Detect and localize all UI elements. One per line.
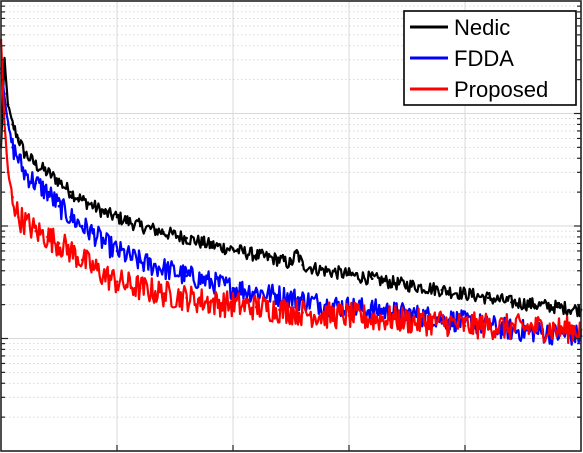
data-point-proposed [394, 317, 397, 321]
data-point-proposed [510, 326, 513, 329]
data-point-fdda [185, 274, 188, 278]
data-point-proposed [533, 326, 536, 329]
legend-entry-fdda: FDDA [410, 46, 514, 71]
data-point-nedic [556, 305, 560, 309]
data-point-nedic [6, 103, 10, 106]
data-point-proposed [208, 301, 212, 304]
data-point-fdda [138, 260, 142, 264]
data-point-nedic [17, 137, 20, 140]
legend-entry-proposed: Proposed [410, 77, 548, 102]
data-point-nedic [69, 190, 72, 194]
data-point-proposed [115, 280, 119, 284]
data-point-proposed [34, 229, 38, 233]
data-point-nedic [162, 230, 165, 234]
data-point-proposed [185, 296, 188, 300]
data-point-nedic [22, 151, 26, 154]
data-point-nedic [312, 267, 316, 270]
legend: Nedic FDDA Proposed [403, 10, 577, 106]
data-point-proposed [463, 324, 467, 328]
data-point-nedic [417, 285, 420, 288]
data-point-nedic [34, 163, 38, 167]
data-point-nedic [533, 303, 536, 306]
data-point-proposed [80, 258, 84, 262]
data-point-proposed [278, 308, 281, 312]
data-point-proposed [92, 267, 96, 270]
data-point-nedic [254, 253, 258, 257]
data-point-proposed [231, 303, 235, 306]
data-point-proposed [556, 328, 560, 331]
data-point-nedic [301, 263, 304, 267]
data-point-proposed [440, 320, 444, 324]
data-point-nedic [115, 215, 119, 219]
data-point-nedic [104, 211, 107, 215]
data-point-nedic [80, 198, 84, 202]
data-point-nedic [278, 258, 281, 262]
data-point-fdda [17, 157, 20, 160]
data-point-nedic [486, 296, 490, 300]
data-point-nedic [185, 236, 188, 240]
data-point-nedic [46, 171, 49, 174]
data-point-proposed [301, 311, 304, 314]
data-point-nedic [510, 301, 513, 304]
data-point-fdda [22, 171, 26, 174]
data-point-fdda [254, 290, 258, 294]
data-point-proposed [370, 317, 374, 321]
data-point-proposed [417, 320, 420, 324]
data-point-nedic [208, 243, 212, 247]
data-point-fdda [92, 232, 96, 236]
data-point-proposed [138, 286, 142, 290]
data-point-proposed [69, 249, 72, 253]
data-point-proposed [104, 274, 107, 278]
data-point-nedic [463, 292, 467, 296]
data-point-fdda [162, 267, 165, 270]
data-point-fdda [115, 249, 119, 253]
data-point-fdda [57, 204, 61, 208]
data-point-proposed [486, 324, 490, 328]
data-point-fdda [11, 146, 14, 149]
data-point-nedic [138, 224, 142, 228]
data-point-nedic [347, 273, 351, 276]
legend-entry-nedic: Nedic [410, 15, 510, 40]
series-line-proposed [0, 39, 583, 344]
data-point-nedic [289, 262, 293, 266]
data-point-nedic [231, 248, 235, 251]
data-point-fdda [46, 190, 49, 194]
data-point-nedic [57, 179, 61, 183]
series-line-nedic [0, 56, 583, 318]
data-point-proposed [347, 314, 351, 317]
data-point-proposed [46, 235, 49, 239]
data-point-fdda [34, 181, 38, 185]
data-point-fdda [80, 224, 84, 228]
legend-label-proposed: Proposed [454, 77, 548, 102]
data-point-nedic [11, 123, 14, 126]
data-point-proposed [17, 215, 20, 219]
data-point-proposed [22, 220, 26, 223]
data-point-fdda [278, 294, 281, 298]
data-point-fdda [208, 280, 212, 284]
data-point-fdda [6, 123, 10, 126]
data-point-fdda [231, 286, 235, 290]
data-point-proposed [254, 305, 258, 309]
axis-ticks [1, 5, 581, 451]
data-point-nedic [394, 281, 397, 285]
data-point-proposed [324, 314, 328, 317]
legend-label-nedic: Nedic [454, 15, 510, 40]
data-point-proposed [11, 196, 14, 199]
data-point-nedic [324, 269, 328, 273]
data-point-proposed [57, 242, 61, 245]
data-point-nedic [295, 251, 299, 254]
data-point-proposed [162, 292, 165, 296]
legend-label-fdda: FDDA [454, 46, 514, 71]
data-point-nedic [92, 204, 96, 208]
data-point-proposed [6, 171, 10, 174]
data-point-fdda [104, 242, 107, 245]
data-point-fdda [69, 215, 72, 219]
data-point-nedic [370, 277, 374, 281]
data-point-nedic [440, 288, 444, 292]
data-point-fdda [370, 308, 374, 312]
series-nedic [0, 56, 583, 318]
